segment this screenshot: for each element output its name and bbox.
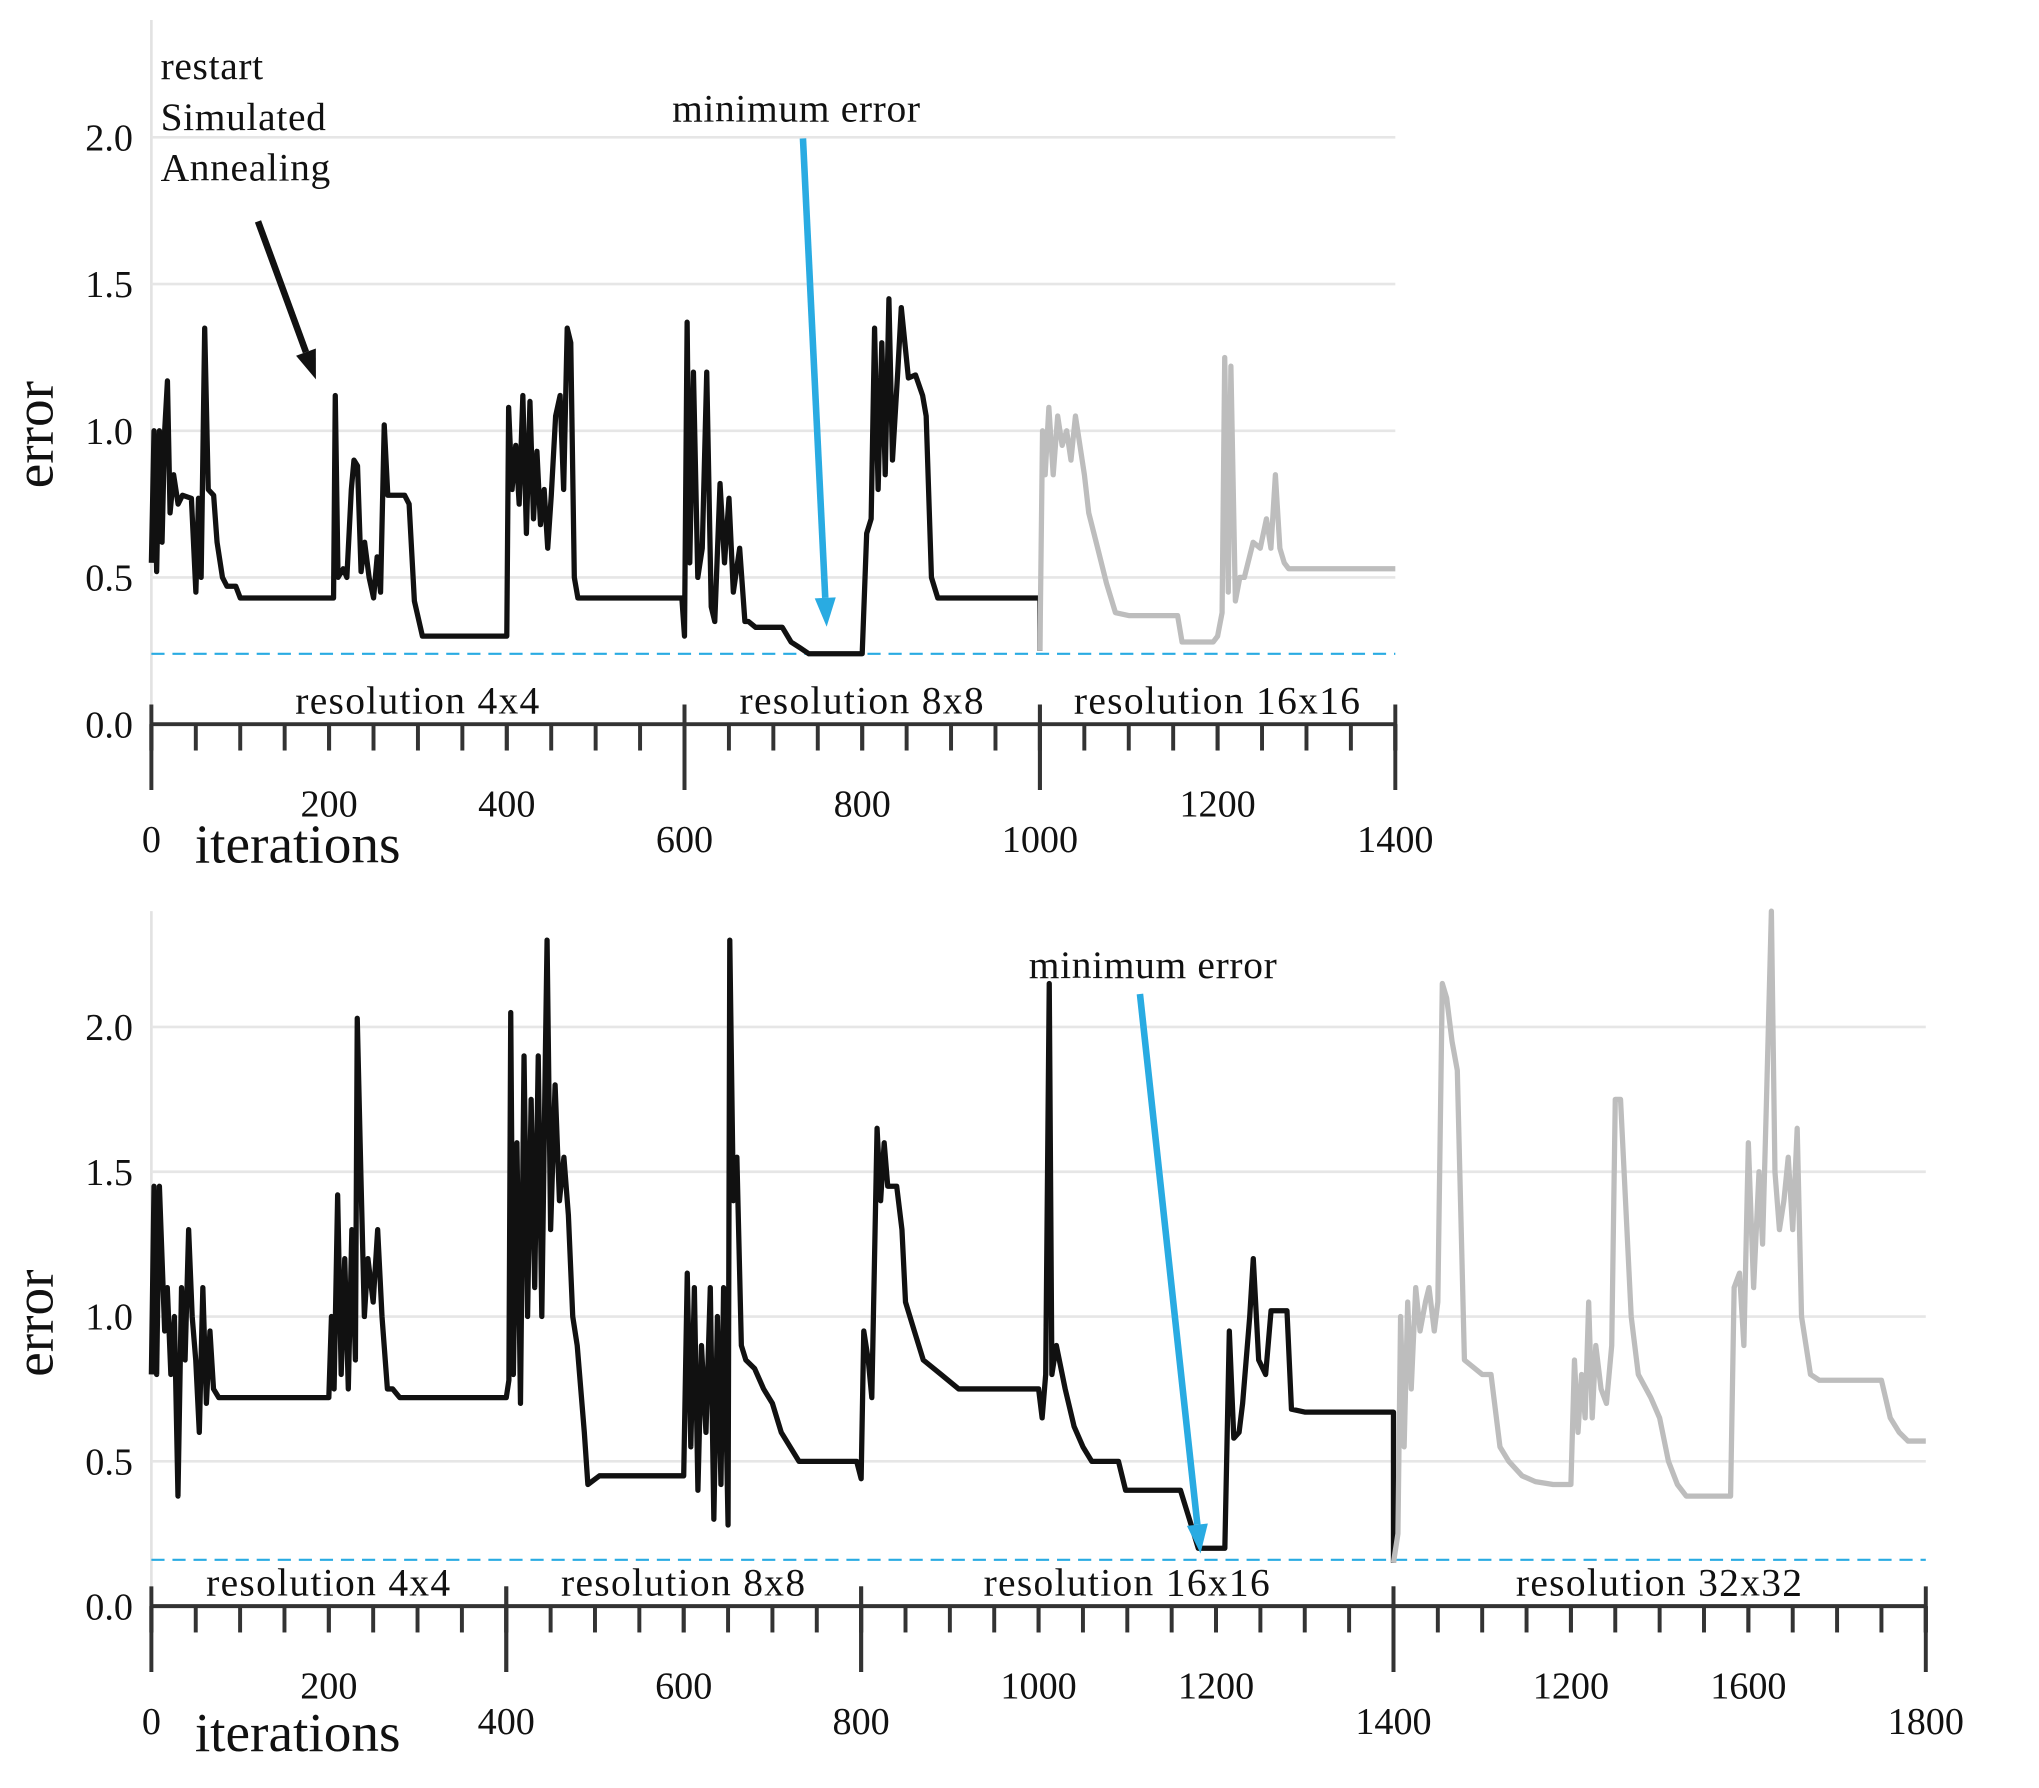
y-tick-label: 0.0 xyxy=(85,704,133,746)
region-label: resolution 8x8 xyxy=(740,679,985,723)
x-tick-label: 800 xyxy=(834,783,891,825)
y-axis-title: error xyxy=(4,381,65,488)
x-tick-label: 400 xyxy=(478,783,535,825)
x-tick-label: 1600 xyxy=(1710,1665,1786,1707)
x-axis-title: iterations xyxy=(195,1702,401,1763)
annotation-arrow xyxy=(1136,993,1201,1526)
region-label: resolution 16x16 xyxy=(984,1561,1271,1605)
x-tick-label: 200 xyxy=(300,1665,357,1707)
region-label: resolution 4x4 xyxy=(206,1561,451,1605)
region-label: resolution 8x8 xyxy=(561,1561,806,1605)
arrow-head xyxy=(1186,1523,1208,1554)
annotation-line: Simulated xyxy=(161,95,327,139)
x-tick-label: 400 xyxy=(478,1701,535,1743)
annotation: minimum error xyxy=(672,86,921,130)
x-tick-label: 1800 xyxy=(1888,1701,1964,1743)
x-axis-title: iterations xyxy=(195,813,401,874)
x-tick-label: 200 xyxy=(300,783,357,825)
y-axis-title: error xyxy=(4,1269,65,1376)
x-tick-label: 0 xyxy=(142,1701,161,1743)
annotation-arrow xyxy=(254,220,310,354)
y-tick-label: 1.5 xyxy=(85,264,133,306)
x-tick-label: 1000 xyxy=(1002,819,1078,861)
annotation-line: Annealing xyxy=(161,146,331,190)
annotation: minimum error xyxy=(1029,943,1278,987)
y-tick-label: 2.0 xyxy=(85,117,133,159)
x-tick-label: 600 xyxy=(656,819,713,861)
error-line xyxy=(148,296,1043,657)
x-tick-label: 1000 xyxy=(1000,1665,1076,1707)
y-tick-label: 1.5 xyxy=(85,1152,133,1194)
x-tick-label: 600 xyxy=(655,1665,712,1707)
y-tick-label: 1.0 xyxy=(85,411,133,453)
annotation-arrow xyxy=(799,138,829,599)
arrow-head xyxy=(296,348,316,380)
y-tick-label: 2.0 xyxy=(85,1007,133,1049)
x-tick-label: 1200 xyxy=(1178,1665,1254,1707)
annotation-line: restart xyxy=(161,44,264,88)
region-label: resolution 4x4 xyxy=(295,679,540,723)
error-line xyxy=(1390,908,1926,1564)
error-line xyxy=(1037,354,1396,651)
y-tick-label: 1.0 xyxy=(85,1297,133,1339)
y-tick-label: 0.0 xyxy=(85,1586,133,1628)
region-label: resolution 16x16 xyxy=(1074,679,1361,723)
region-label: resolution 32x32 xyxy=(1516,1561,1803,1605)
error-line xyxy=(148,937,1397,1563)
arrow-head xyxy=(814,597,836,627)
x-tick-label: 800 xyxy=(833,1701,890,1743)
x-tick-label: 1200 xyxy=(1179,783,1255,825)
x-tick-label: 1400 xyxy=(1355,1701,1431,1743)
x-tick-label: 0 xyxy=(142,819,161,861)
x-tick-label: 1200 xyxy=(1533,1665,1609,1707)
y-tick-label: 0.5 xyxy=(85,1442,133,1484)
y-tick-label: 0.5 xyxy=(85,558,133,600)
x-tick-label: 1400 xyxy=(1357,819,1433,861)
